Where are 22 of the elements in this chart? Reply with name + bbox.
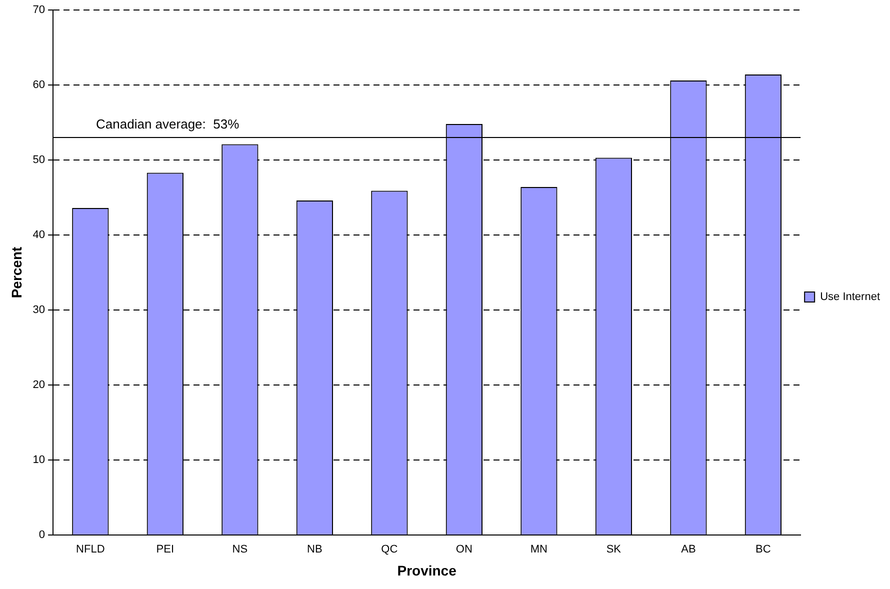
y-tick-label: 70	[32, 4, 46, 16]
x-tick-label: QC	[381, 544, 398, 556]
y-tick-label: 50	[32, 154, 46, 166]
y-axis-title: Percent	[8, 246, 24, 298]
y-tick-label: 10	[32, 454, 46, 466]
x-tick-label: MN	[530, 544, 548, 556]
ref-line-label: Canadian average: 53%	[96, 116, 240, 132]
y-tick-label: 60	[32, 79, 46, 92]
x-tick-label: ON	[456, 544, 472, 556]
x-tick-label: BC	[756, 544, 771, 556]
y-tick-label: 30	[32, 304, 46, 316]
x-tick-label: NS	[232, 544, 248, 556]
x-tick-label: SK	[606, 544, 622, 556]
x-tick-label: AB	[681, 544, 696, 556]
x-tick-label: PEI	[156, 544, 174, 556]
y-tick-label: 40	[32, 229, 46, 242]
y-tick-label: 20	[32, 379, 46, 392]
y-tick-label: 0	[38, 529, 46, 542]
x-axis-title: Province	[397, 562, 457, 578]
x-tick-label: NFLD	[76, 544, 105, 556]
legend-label: Use Internet	[820, 291, 880, 304]
x-tick-label: NB	[307, 544, 322, 556]
